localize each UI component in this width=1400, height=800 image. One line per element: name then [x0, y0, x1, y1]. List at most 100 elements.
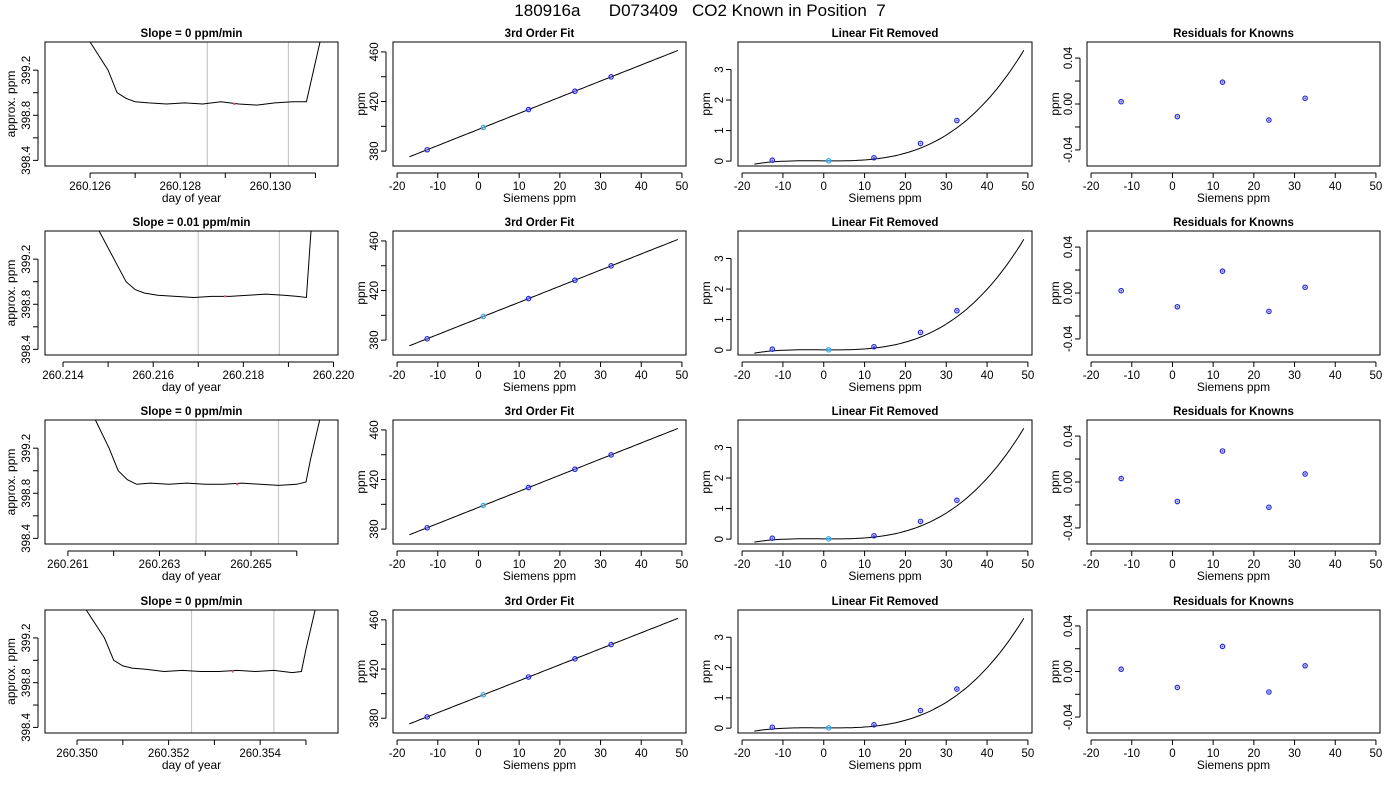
- x-tick-label: 50: [676, 748, 689, 760]
- mean-marker: [224, 295, 227, 298]
- x-axis: -20 -10 0 10 20 30 40 50: [734, 739, 1034, 760]
- y-tick-label: -0.04: [1063, 136, 1075, 163]
- plot-frame: [737, 419, 1033, 545]
- chart-panel-8: Residuals for Knowns Siemens ppm ppm -20 -10…: [1048, 217, 1382, 394]
- data-point-center: [955, 499, 958, 502]
- x-axis: -20 -10 0 10 20 30 40 50: [1083, 550, 1383, 571]
- data-point: [480, 313, 487, 320]
- x-tick-label: 260.350: [56, 748, 98, 760]
- plot-area: [85, 610, 316, 733]
- data-point-center: [426, 148, 429, 151]
- y-tick-label: 460: [369, 420, 381, 439]
- data-point-center: [1176, 115, 1179, 118]
- data-point: [1174, 498, 1181, 505]
- data-point: [1302, 471, 1308, 477]
- x-tick-label: -10: [775, 370, 792, 382]
- data-point: [424, 714, 430, 720]
- data-point: [825, 536, 832, 542]
- x-tick-label: -20: [1083, 370, 1100, 382]
- series-line: [85, 610, 316, 674]
- data-point-center: [1304, 286, 1307, 289]
- plot-frame: [1086, 609, 1381, 734]
- y-axis: 0 1 2 3: [714, 444, 732, 542]
- x-tick-label: 50: [1022, 559, 1035, 571]
- x-tick-label: 0: [475, 370, 481, 382]
- y-tick-label: 1: [714, 127, 726, 133]
- y-axis-label: approx. ppm: [4, 260, 18, 327]
- x-tick-label: 10: [1207, 748, 1220, 760]
- data-point: [1219, 643, 1226, 650]
- x-tick-label: 40: [981, 181, 994, 193]
- chart-panel-4: Residuals for Knowns Siemens ppm ppm -20 -10…: [1048, 28, 1382, 205]
- x-tick-label: 20: [1247, 181, 1260, 193]
- plot-frame: [44, 230, 339, 356]
- data-point: [525, 484, 532, 491]
- data-point-center: [1267, 119, 1270, 122]
- x-tick-label: 30: [940, 559, 953, 571]
- data-point-center: [610, 264, 613, 267]
- x-tick-label: 0: [475, 181, 481, 193]
- data-point: [1266, 117, 1272, 123]
- plot-area: [1118, 643, 1308, 695]
- chart-panel-12: Residuals for Knowns Siemens ppm ppm -20 -10…: [1048, 406, 1382, 583]
- y-tick-label: 2: [714, 475, 726, 481]
- x-tick-label: 50: [1022, 181, 1035, 193]
- plot-area: [89, 42, 321, 166]
- data-point-center: [1176, 305, 1179, 308]
- data-point-center: [955, 688, 958, 691]
- x-tick-label: 260.126: [69, 181, 111, 193]
- data-point-center: [527, 676, 530, 679]
- x-tick-label: 50: [1370, 370, 1383, 382]
- x-tick-label: 40: [981, 370, 994, 382]
- chart-title: 3rd Order Fit: [505, 217, 575, 229]
- y-tick-label: 399.2: [21, 434, 33, 463]
- x-tick-label: 30: [1288, 559, 1301, 571]
- data-point-center: [872, 345, 875, 348]
- x-tick-label: -10: [429, 370, 446, 382]
- plot-frame: [1086, 419, 1381, 545]
- data-point: [871, 532, 877, 539]
- chart-title: Linear Fit Removed: [832, 596, 939, 608]
- x-tick-label: 50: [1370, 559, 1383, 571]
- chart-panel-14: 3rd Order Fit Siemens ppm ppm -20 -10 0 10 20 30…: [354, 596, 688, 772]
- x-tick-label: 260.263: [139, 559, 181, 571]
- y-tick-label: 0.00: [1063, 93, 1075, 115]
- chart-panel-13: Slope = 0 ppm/min day of year approx. ppm 2…: [4, 596, 339, 772]
- x-axis-label: Siemens ppm: [1197, 191, 1270, 205]
- plot-area: [754, 428, 1025, 543]
- x-tick-label: 50: [676, 559, 689, 571]
- x-tick-label: 40: [981, 559, 994, 571]
- y-tick-label: -0.04: [1063, 325, 1075, 352]
- data-point-center: [527, 486, 530, 489]
- x-tick-label: 20: [1247, 370, 1260, 382]
- data-point: [608, 452, 614, 458]
- chart-title: Slope = 0 ppm/min: [141, 406, 243, 418]
- page-title: 180916a D073409 CO2 Known in Position 7: [514, 1, 886, 20]
- x-tick-label: 10: [858, 748, 871, 760]
- fit-curve: [754, 239, 1025, 354]
- x-axis: 260.261 260.263 260.265: [47, 550, 298, 571]
- data-point-center: [827, 537, 830, 540]
- y-tick-label: 398.8: [21, 290, 33, 319]
- chart-title: 3rd Order Fit: [505, 596, 575, 608]
- plot-area: [754, 50, 1025, 165]
- data-point: [572, 466, 578, 473]
- x-tick-label: 260.214: [42, 370, 84, 382]
- x-tick-label: 260.265: [230, 559, 272, 571]
- data-point: [825, 158, 832, 164]
- series-line: [94, 420, 321, 486]
- data-point: [608, 263, 614, 269]
- y-tick-label: 398.4: [21, 334, 33, 363]
- x-axis: -20 -10 0 10 20 30 40 50: [734, 550, 1035, 571]
- plot-frame: [44, 419, 339, 545]
- data-point: [954, 686, 960, 692]
- data-point-center: [919, 331, 922, 334]
- data-point: [917, 140, 924, 147]
- plot-frame: [1086, 230, 1381, 356]
- chart-panel-16: Residuals for Knowns Siemens ppm ppm -20 -10…: [1048, 596, 1382, 772]
- x-tick-label: 50: [1370, 748, 1383, 760]
- plot-frame: [1086, 41, 1381, 167]
- plot-area: [94, 420, 321, 544]
- chart-title: Linear Fit Removed: [832, 217, 939, 229]
- x-tick-label: 0: [821, 370, 827, 382]
